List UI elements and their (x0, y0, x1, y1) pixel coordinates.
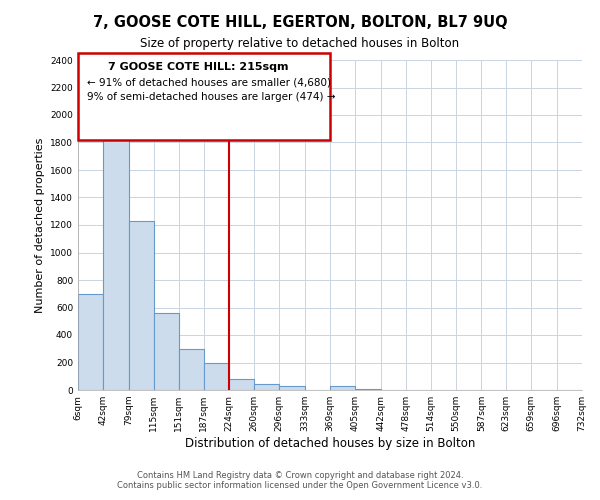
Text: 7 GOOSE COTE HILL: 215sqm: 7 GOOSE COTE HILL: 215sqm (108, 62, 288, 72)
Bar (229, 379, 254, 390)
Bar (103, 122, 128, 390)
Bar (203, 362, 229, 390)
Bar (355, 388, 380, 390)
Bar (254, 384, 280, 390)
Bar (330, 386, 355, 390)
Bar (280, 386, 305, 390)
Text: Contains HM Land Registry data © Crown copyright and database right 2024.
Contai: Contains HM Land Registry data © Crown c… (118, 470, 482, 490)
Y-axis label: Number of detached properties: Number of detached properties (35, 138, 44, 312)
Bar (154, 313, 179, 390)
Text: 9% of semi-detached houses are larger (474) →: 9% of semi-detached houses are larger (4… (87, 92, 335, 102)
Bar (179, 349, 203, 390)
Text: ← 91% of detached houses are smaller (4,680): ← 91% of detached houses are smaller (4,… (87, 78, 331, 88)
Text: 7, GOOSE COTE HILL, EGERTON, BOLTON, BL7 9UQ: 7, GOOSE COTE HILL, EGERTON, BOLTON, BL7… (92, 15, 508, 30)
Text: Size of property relative to detached houses in Bolton: Size of property relative to detached ho… (140, 38, 460, 51)
Bar (128, 221, 154, 390)
Bar (78, 294, 103, 390)
X-axis label: Distribution of detached houses by size in Bolton: Distribution of detached houses by size … (185, 437, 475, 450)
